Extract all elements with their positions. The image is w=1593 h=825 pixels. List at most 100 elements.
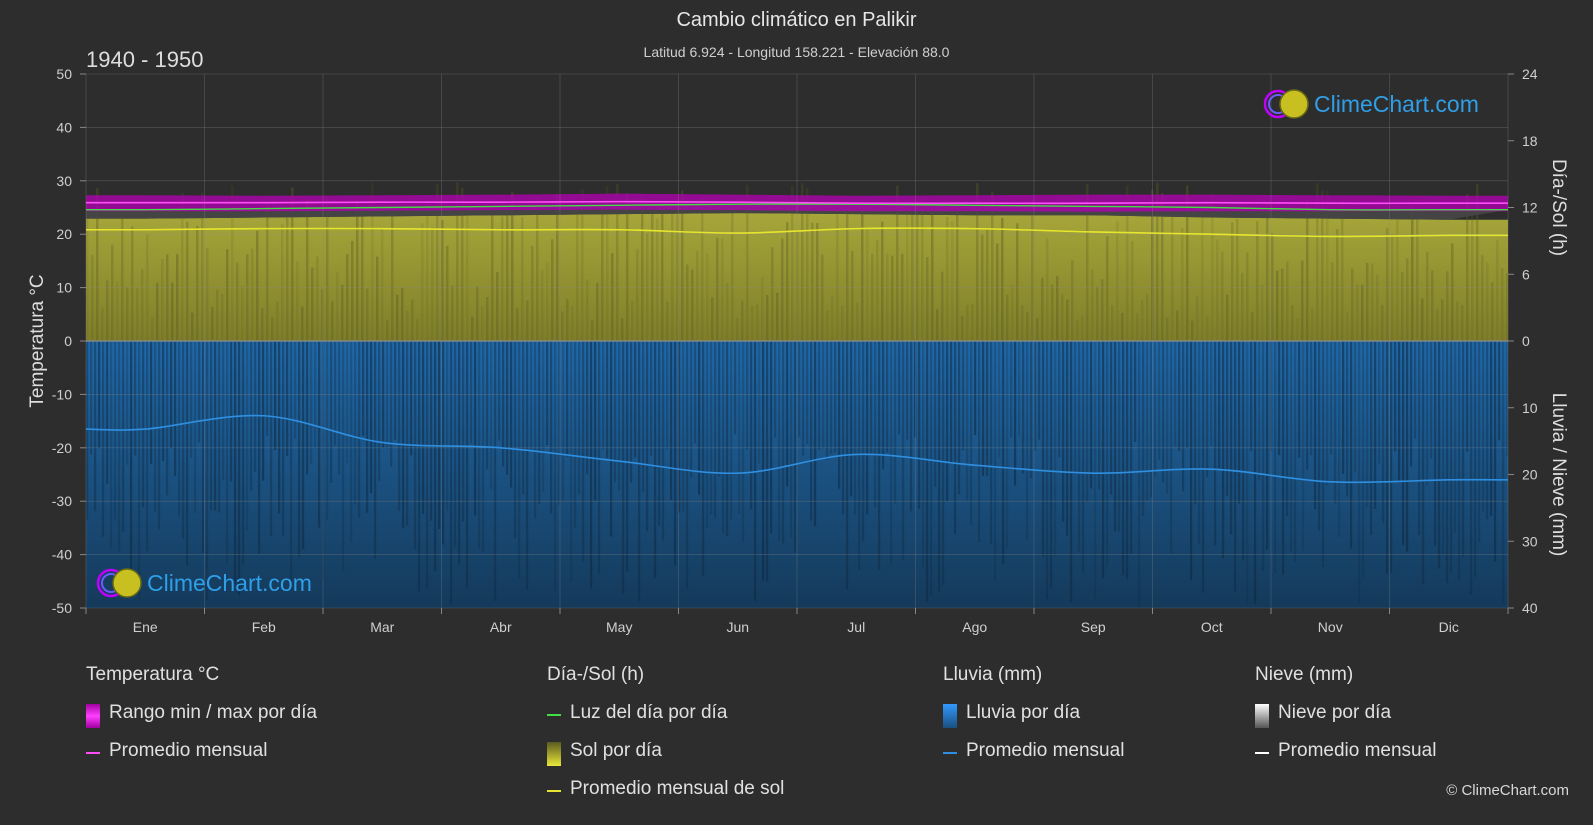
rain-day-bar (606, 341, 609, 458)
sun-day-bar (216, 289, 219, 341)
sun-day-bar (406, 311, 409, 341)
rain-day-bar (1086, 341, 1089, 502)
rain-day-bar (590, 341, 593, 589)
rain-day-bar (286, 341, 289, 457)
sun-day-bar (251, 248, 254, 341)
rain-day-bar (90, 341, 93, 455)
rain-day-bar (822, 341, 825, 449)
x-tick-label: Sep (1081, 619, 1106, 635)
sun-day-bar (491, 215, 494, 341)
y-axis-label-right-sun: Día-/Sol (h) (1548, 159, 1569, 256)
logo-bottom[interactable]: ClimeChart.com (95, 567, 312, 599)
rain-day-bar (238, 341, 241, 596)
rain-day-bar (1090, 341, 1093, 489)
sun-day-bar (766, 294, 769, 341)
legend-swatch (547, 742, 561, 766)
rain-day-bar (1502, 341, 1505, 604)
rain-day-bar (1006, 341, 1009, 549)
rain-day-bar (1074, 341, 1077, 475)
sun-day-bar (1251, 311, 1254, 341)
legend-label: Promedio mensual (966, 740, 1125, 761)
rain-day-bar (790, 341, 793, 538)
legend-item: Rango min / max por día (86, 702, 317, 740)
sun-day-bar (501, 216, 504, 341)
sun-day-bar (926, 257, 929, 341)
rain-day-bar (554, 341, 557, 591)
rain-day-bar (810, 341, 813, 521)
sun-day-bar (1311, 308, 1314, 341)
copyright: © ClimeChart.com (1446, 782, 1569, 799)
rain-day-bar (750, 341, 753, 510)
sun-day-bar (1491, 282, 1494, 341)
sun-day-bar (1361, 284, 1364, 341)
x-tick-label: Ene (133, 619, 158, 635)
rain-per-day-area (86, 341, 1508, 608)
sun-day-bar (551, 239, 554, 341)
rain-day-bar (898, 341, 901, 435)
legend-temperature: Temperatura °C Rango min / max por día P… (86, 664, 317, 778)
y-tick-label-right-precip: 20 (1522, 467, 1538, 483)
sun-day-bar (1286, 261, 1289, 341)
rain-day-bar (278, 341, 281, 514)
sun-day-bar (421, 223, 424, 341)
rain-day-bar (514, 341, 517, 539)
sun-day-bar (1046, 237, 1049, 341)
sun-day-bar (676, 193, 679, 341)
sun-day-bar (1401, 271, 1404, 341)
sun-day-bar (391, 213, 394, 341)
sun-day-bar (666, 301, 669, 341)
rain-day-bar (1434, 341, 1437, 546)
rain-day-bar (1390, 341, 1393, 573)
rain-day-bar (1298, 341, 1301, 458)
sun-day-bar (1086, 183, 1089, 341)
rain-day-bar (662, 341, 665, 541)
sun-day-bar (191, 312, 194, 341)
sun-day-bar (386, 320, 389, 341)
rain-day-bar (718, 341, 721, 477)
sun-day-bar (141, 268, 144, 341)
legend-title: Temperatura °C (86, 664, 220, 685)
rain-day-bar (1118, 341, 1121, 532)
sun-day-bar (806, 188, 809, 341)
rain-day-bar (522, 341, 525, 495)
sun-day-bar (1331, 262, 1334, 341)
sun-day-bar (636, 249, 639, 341)
sun-day-bar (286, 217, 289, 341)
sun-day-bar (311, 267, 314, 341)
rain-day-bar (1374, 341, 1377, 509)
sun-day-bar (1456, 301, 1459, 341)
rain-day-bar (1326, 341, 1329, 486)
sun-day-bar (911, 212, 914, 341)
sun-day-bar (246, 254, 249, 341)
sun-day-bar (1226, 294, 1229, 341)
rain-day-bar (706, 341, 709, 529)
sun-day-bar (111, 244, 114, 341)
rain-day-bar (610, 341, 613, 537)
x-tick-label: Oct (1201, 619, 1223, 635)
sun-day-bar (1176, 310, 1179, 341)
rain-day-bar (130, 341, 133, 598)
rain-day-bar (282, 341, 285, 537)
rain-day-bar (954, 341, 957, 534)
sun-day-bar (1441, 299, 1444, 341)
y-tick-label-left: 40 (56, 119, 72, 135)
legend-label: Sol por día (570, 740, 662, 761)
x-tick-label: Jul (847, 619, 865, 635)
sun-day-bar (361, 208, 364, 341)
rain-day-bar (106, 341, 109, 484)
y-tick-label-left: 50 (56, 66, 72, 82)
rain-day-bar (158, 341, 161, 530)
sun-day-bar (281, 224, 284, 341)
sun-day-bar (506, 207, 509, 341)
logo-top[interactable]: ClimeChart.com (1262, 88, 1479, 120)
sun-day-bar (606, 186, 609, 341)
rain-day-bar (570, 341, 573, 583)
sun-day-bar (371, 182, 374, 341)
sun-day-bar (471, 316, 474, 341)
sun-day-bar (886, 253, 889, 341)
rain-day-bar (350, 341, 353, 543)
y-tick-label-right-sun: 6 (1522, 266, 1530, 282)
rain-day-bar (486, 341, 489, 470)
rain-day-bar (362, 341, 365, 436)
sun-day-bar (641, 197, 644, 341)
